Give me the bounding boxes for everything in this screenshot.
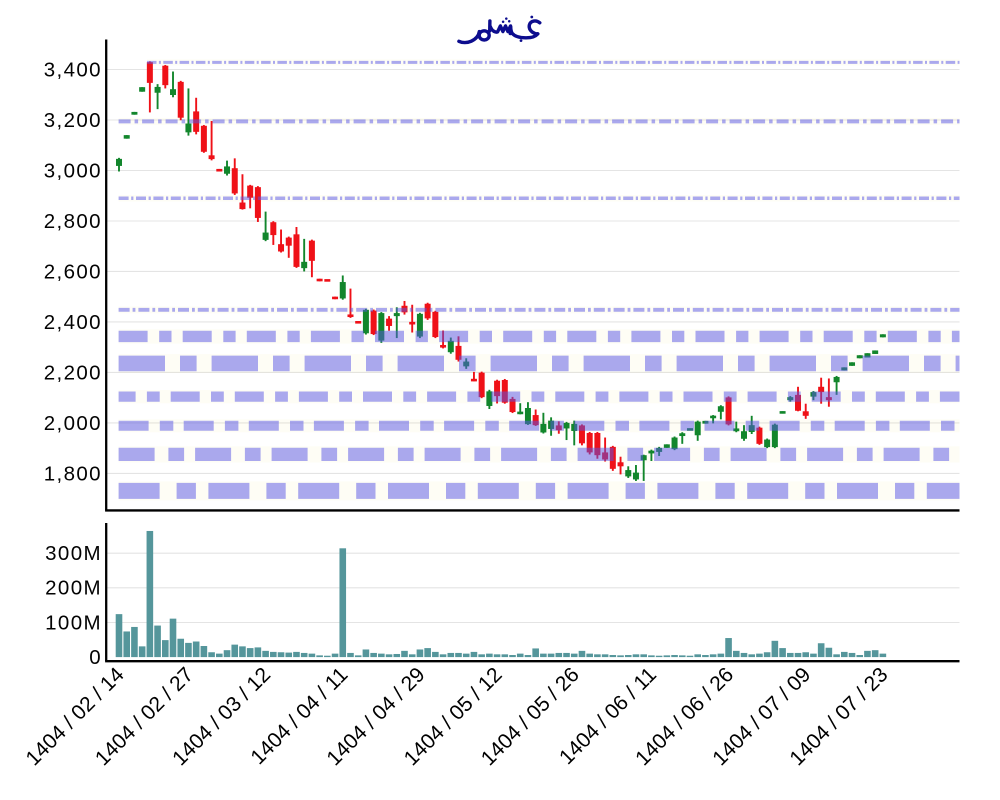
svg-text:2,400: 2,400 bbox=[44, 311, 102, 334]
svg-text:3,200: 3,200 bbox=[44, 109, 102, 132]
svg-text:2,800: 2,800 bbox=[44, 210, 102, 233]
svg-text:300M: 300M bbox=[45, 542, 102, 565]
svg-text:2,600: 2,600 bbox=[44, 260, 102, 283]
svg-text:3,000: 3,000 bbox=[44, 159, 102, 182]
svg-text:100M: 100M bbox=[45, 611, 102, 634]
svg-text:0: 0 bbox=[89, 646, 102, 669]
svg-text:3,400: 3,400 bbox=[44, 58, 102, 81]
svg-text:2,200: 2,200 bbox=[44, 361, 102, 384]
svg-text:2,000: 2,000 bbox=[44, 412, 102, 435]
svg-text:1,800: 1,800 bbox=[44, 462, 102, 485]
svg-text:200M: 200M bbox=[45, 577, 102, 600]
